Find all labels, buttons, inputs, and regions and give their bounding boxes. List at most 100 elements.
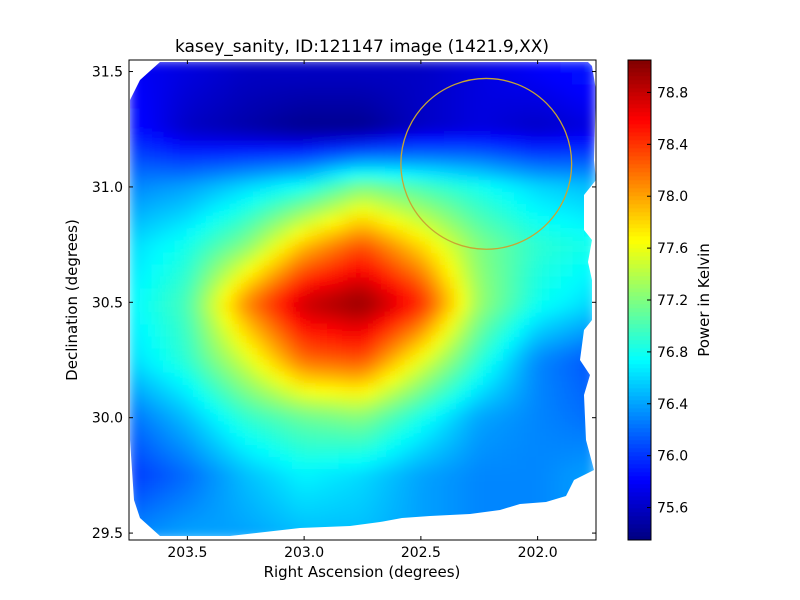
heatmap-cell [467,467,480,481]
heatmap-cell [490,191,504,205]
colorbar-segment [628,211,651,217]
heatmap-cell [478,395,492,409]
heatmap-cell [233,335,247,349]
heatmap-cell [362,167,375,181]
heatmap-cell [198,83,212,97]
heatmap-cell [175,491,188,505]
heatmap-cell [502,62,515,73]
colorbar-segment [628,239,651,245]
heatmap-cell [221,299,235,313]
heatmap-cell [326,287,340,301]
heatmap-cell [432,143,445,157]
heatmap-cell [268,131,282,145]
heatmap-cell [338,95,352,109]
heatmap-cell [151,419,165,433]
colorbar-segment [628,251,651,257]
heatmap-cell [455,95,469,109]
heatmap-cell [397,62,410,73]
colorbar-segment [628,435,651,441]
heatmap-cell [467,419,480,433]
heatmap-cell [350,143,363,157]
heatmap-cell [175,503,188,517]
heatmap-cell [490,62,504,73]
heatmap-cell [245,395,258,409]
heatmap-cell [303,467,317,481]
heatmap-cell [186,311,200,325]
heatmap-cell [303,491,317,505]
heatmap-cell [397,419,410,433]
heatmap-cell [478,467,492,481]
heatmap-cell [490,131,504,145]
heatmap-cell [268,323,282,337]
heatmap-cell [303,503,317,517]
heatmap-cell [163,515,177,529]
heatmap-cell [455,311,469,325]
heatmap-cell [548,119,562,133]
heatmap-cell [560,395,574,409]
heatmap-cell [513,371,527,385]
heatmap-cell [478,263,492,277]
heatmap-cell [151,131,165,145]
heatmap-cell [186,431,200,445]
heatmap-cell [303,227,317,241]
colorbar-segment [628,535,651,541]
heatmap-cell [362,203,375,217]
heatmap-cell [502,311,515,325]
heatmap-cell [338,62,352,73]
heatmap-cell [326,311,340,325]
heatmap-cell [397,227,410,241]
heatmap-cell [385,203,399,217]
heatmap-cell [420,371,434,385]
heatmap-cell [537,95,550,109]
heatmap-cell [175,323,188,337]
heatmap-cell [198,347,212,361]
heatmap-cell [268,71,282,85]
heatmap-cell [502,227,515,241]
heatmap-cell [513,347,527,361]
heatmap-cell [256,62,270,73]
heatmap-cell [572,359,585,373]
heatmap-cell [362,131,375,145]
heatmap-cell [233,203,247,217]
heatmap-cell [233,143,247,157]
colorbar-segment [628,511,651,517]
heatmap-cell [455,371,469,385]
heatmap-cell [397,479,410,493]
heatmap-cell [443,383,457,397]
heatmap-cell [221,479,235,493]
heatmap-cell [572,455,585,469]
heatmap-cell [537,491,550,505]
heatmap-cell [256,311,270,325]
heatmap-cell [397,107,410,121]
heatmap-cell [291,383,305,397]
heatmap-cell [537,263,550,277]
heatmap-cell [130,395,142,409]
heatmap-cell [478,107,492,121]
heatmap-cell [315,395,328,409]
colorbar-segment [628,527,651,533]
heatmap-cell [502,287,515,301]
heatmap-cell [233,347,247,361]
heatmap-cell [303,395,317,409]
heatmap-cell [385,107,399,121]
heatmap-cell [268,251,282,265]
heatmap-cell [268,239,282,253]
heatmap-cell [525,443,539,457]
heatmap-cell [373,419,387,433]
heatmap-cell [408,167,422,181]
heatmap-cell [140,467,153,481]
heatmap-cell [560,83,574,97]
colorbar-segment [628,491,651,497]
colorbar-segment [628,191,651,197]
heatmap-cell [455,227,469,241]
heatmap-cell [397,239,410,253]
heatmap-cell [362,407,375,421]
heatmap-cell [432,179,445,193]
heatmap-cell [245,275,258,289]
heatmap-cell [385,407,399,421]
heatmap-cell [397,251,410,265]
heatmap-cell [408,431,422,445]
heatmap-cell [151,275,165,289]
heatmap-cell [130,467,142,481]
heatmap-cell [443,143,457,157]
